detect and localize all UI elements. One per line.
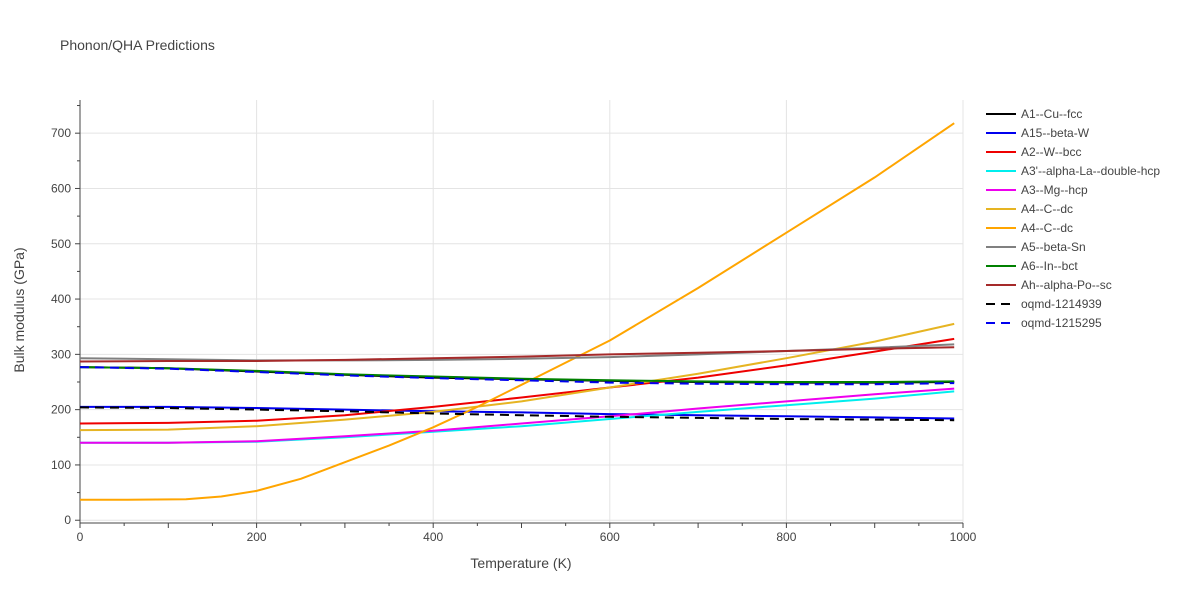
x-tick-label: 0 (77, 530, 84, 544)
legend[interactable]: A1--Cu--fcc A15--beta-W A2--W--bcc A3'--alp… (986, 107, 1160, 330)
x-tick-label: 600 (600, 530, 620, 544)
legend-label: oqmd-1215295 (1021, 316, 1102, 330)
chart-title: Phonon/QHA Predictions (60, 37, 215, 53)
x-tick-label: 400 (423, 530, 443, 544)
legend-item[interactable]: A2--W--bcc (986, 145, 1081, 159)
x-tick-label: 1000 (950, 530, 977, 544)
legend-label: A1--Cu--fcc (1021, 107, 1082, 121)
series-line-1 (80, 405, 955, 420)
legend-item[interactable]: Ah--alpha-Po--sc (986, 278, 1112, 292)
series-line-2 (79, 337, 955, 425)
y-tick-labels: 0 100 200 300 400 500 600 700 (51, 126, 71, 527)
legend-item[interactable]: A3'--alpha-La--double-hcp (986, 164, 1160, 178)
legend-label: A3'--alpha-La--double-hcp (1021, 164, 1160, 178)
x-tick-label: 200 (247, 530, 267, 544)
legend-label: A5--beta-Sn (1021, 240, 1086, 254)
series-lines (79, 122, 955, 501)
series-line-8 (79, 366, 955, 383)
y-tick-label: 400 (51, 292, 71, 306)
x-tick-labels: 0 200 400 600 800 1000 (77, 530, 977, 544)
legend-label: A6--In--bct (1021, 259, 1078, 273)
y-tick-label: 500 (51, 237, 71, 251)
legend-label: Ah--alpha-Po--sc (1021, 278, 1112, 292)
series-line-7 (79, 343, 955, 362)
legend-item[interactable]: A4--C--dc (986, 202, 1073, 216)
y-tick-label: 700 (51, 126, 71, 140)
legend-item[interactable]: A1--Cu--fcc (986, 107, 1082, 121)
legend-item[interactable]: A3--Mg--hcp (986, 183, 1088, 197)
legend-label: A4--C--dc (1021, 221, 1073, 235)
series-line-6 (80, 122, 955, 501)
legend-item[interactable]: A4--C--dc (986, 221, 1073, 235)
legend-item[interactable]: A5--beta-Sn (986, 240, 1086, 254)
y-tick-label: 600 (51, 181, 71, 195)
series-line-10 (79, 406, 955, 422)
y-tick-label: 100 (51, 458, 71, 472)
x-axis-label: Temperature (K) (470, 555, 571, 571)
legend-label: A2--W--bcc (1021, 145, 1081, 159)
grid-lines (79, 100, 964, 523)
y-tick-label: 0 (64, 513, 71, 527)
legend-label: A15--beta-W (1021, 126, 1090, 140)
series-line-9 (79, 346, 955, 363)
legend-item[interactable]: oqmd-1214939 (986, 297, 1102, 311)
axes (75, 100, 964, 528)
x-tick-label: 800 (776, 530, 796, 544)
y-tick-label: 200 (51, 403, 71, 417)
series-line-11 (79, 366, 955, 386)
legend-label: A4--C--dc (1021, 202, 1073, 216)
legend-label: A3--Mg--hcp (1021, 183, 1088, 197)
legend-item[interactable]: A6--In--bct (986, 259, 1078, 273)
legend-item[interactable]: A15--beta-W (986, 126, 1090, 140)
y-axis-label: Bulk modulus (GPa) (11, 247, 27, 372)
series-line-5 (79, 322, 955, 432)
legend-item[interactable]: oqmd-1215295 (986, 316, 1102, 330)
y-tick-label: 300 (51, 347, 71, 361)
series-line-4 (80, 387, 955, 444)
legend-label: oqmd-1214939 (1021, 297, 1102, 311)
